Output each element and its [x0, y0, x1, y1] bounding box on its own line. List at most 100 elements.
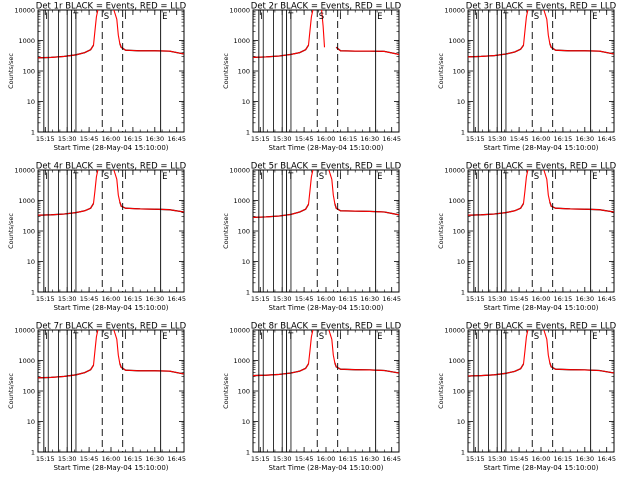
- event-marker-label: S: [534, 332, 539, 342]
- y-tick-label: 1: [246, 288, 250, 296]
- y-tick-label: 10: [27, 418, 35, 426]
- event-marker-label: E: [377, 12, 382, 22]
- plot-frame: [37, 329, 185, 453]
- plot-title: Det 9r BLACK = Events, RED = LLD: [466, 322, 617, 332]
- x-tick-label: 16:15: [339, 455, 358, 463]
- x-tick-label: 15:15: [36, 135, 55, 143]
- x-tick-label: 16:45: [167, 295, 186, 303]
- y-axis-label: Counts/sec: [437, 213, 445, 249]
- event-marker-label: I: [45, 332, 48, 342]
- lld-series-line: [468, 10, 529, 58]
- lld-series-line: [253, 330, 314, 377]
- x-tick-label: 16:45: [597, 135, 616, 143]
- event-marker-label: S: [319, 172, 324, 182]
- y-tick-label: 100: [23, 67, 35, 75]
- y-tick-label: 100: [453, 387, 465, 395]
- event-marker-label: S: [319, 332, 324, 342]
- y-tick-label: 100: [23, 387, 35, 395]
- event-marker-label: S: [534, 12, 539, 22]
- lld-series-line: [543, 170, 614, 213]
- y-tick-label: 10000: [444, 166, 465, 174]
- y-tick-label: 1000: [233, 197, 250, 205]
- event-marker-label: E: [592, 332, 597, 342]
- panel: Det 3r BLACK = Events, RED = LLD 1 10 100 10…: [437, 2, 617, 153]
- plot-frame: [37, 9, 185, 133]
- event-marker-label: E: [162, 172, 167, 182]
- y-tick-label: 1000: [233, 357, 250, 365]
- x-tick-label: 16:00: [102, 135, 121, 143]
- x-tick-label: 15:30: [273, 455, 292, 463]
- x-tick-label: 16:15: [339, 295, 358, 303]
- x-tick-label: 15:45: [510, 455, 529, 463]
- y-axis-label: Counts/sec: [437, 373, 445, 409]
- x-tick-label: 16:15: [554, 295, 573, 303]
- plot-frame: [467, 9, 615, 133]
- panel: Det 1r BLACK = Events, RED = LLD 1 10 100 10…: [7, 2, 187, 153]
- event-marker-label: E: [592, 12, 597, 22]
- event-marker-label: I: [554, 12, 557, 22]
- x-tick-label: 16:30: [575, 455, 594, 463]
- event-marker-label: I: [260, 172, 263, 182]
- lld-series-line: [328, 330, 399, 374]
- lld-series-line: [321, 10, 326, 48]
- y-tick-label: 1000: [18, 357, 35, 365]
- x-tick-label: 16:45: [597, 455, 616, 463]
- x-tick-label: 15:30: [58, 135, 77, 143]
- x-tick-label: 16:15: [124, 135, 143, 143]
- plot-frame: [252, 169, 400, 293]
- y-tick-label: 1: [31, 288, 35, 296]
- event-marker-label: S: [104, 12, 109, 22]
- lld-series-line: [468, 330, 529, 377]
- x-axis-label: Start Time (28-May-04 15:10:00): [53, 304, 168, 312]
- x-tick-label: 16:45: [382, 295, 401, 303]
- lld-series-line: [328, 170, 399, 216]
- event-marker-label: I: [339, 12, 342, 22]
- x-tick-label: 15:30: [58, 295, 77, 303]
- y-axis-label: Counts/sec: [7, 373, 15, 409]
- y-tick-label: 100: [238, 67, 250, 75]
- panel: Det 6r BLACK = Events, RED = LLD 1 10 100 10…: [437, 162, 617, 313]
- y-tick-label: 10000: [229, 6, 250, 14]
- x-tick-label: 15:15: [466, 295, 485, 303]
- event-marker-label: E: [162, 12, 167, 22]
- x-tick-label: 16:30: [360, 295, 379, 303]
- y-tick-label: 10: [242, 418, 250, 426]
- y-tick-label: 100: [453, 67, 465, 75]
- plot-title: Det 2r BLACK = Events, RED = LLD: [251, 2, 402, 12]
- plot-title: Det 1r BLACK = Events, RED = LLD: [36, 2, 187, 12]
- x-axis-label: Start Time (28-May-04 15:10:00): [268, 464, 383, 472]
- x-axis-label: Start Time (28-May-04 15:10:00): [53, 144, 168, 152]
- x-tick-label: 16:00: [532, 295, 551, 303]
- lld-series-line: [38, 170, 99, 216]
- plot-frame: [467, 329, 615, 453]
- x-tick-label: 15:15: [251, 135, 270, 143]
- x-tick-label: 16:45: [382, 455, 401, 463]
- x-tick-label: 15:45: [80, 455, 99, 463]
- y-tick-label: 10000: [444, 326, 465, 334]
- event-marker-label: I: [554, 332, 557, 342]
- y-tick-label: 10: [27, 98, 35, 106]
- y-tick-label: 10000: [229, 166, 250, 174]
- y-tick-label: 10000: [14, 6, 35, 14]
- lld-series-line: [38, 10, 99, 59]
- x-tick-label: 15:30: [488, 135, 507, 143]
- x-tick-label: 15:45: [510, 295, 529, 303]
- event-marker-label: I: [260, 332, 263, 342]
- plot-title: Det 3r BLACK = Events, RED = LLD: [466, 2, 617, 12]
- x-tick-label: 15:15: [466, 135, 485, 143]
- y-tick-label: 1000: [18, 37, 35, 45]
- y-axis-label: Counts/sec: [7, 213, 15, 249]
- event-marker-label: I: [339, 332, 342, 342]
- y-tick-label: 10: [242, 98, 250, 106]
- plot-title: Det 5r BLACK = Events, RED = LLD: [251, 162, 402, 172]
- event-marker-label: I: [124, 332, 127, 342]
- x-axis-label: Start Time (28-May-04 15:10:00): [268, 144, 383, 152]
- panel: Det 8r BLACK = Events, RED = LLD 1 10 100 10…: [222, 322, 402, 473]
- y-tick-label: 1000: [448, 197, 465, 205]
- plot-frame: [467, 169, 615, 293]
- x-tick-label: 16:30: [360, 455, 379, 463]
- x-tick-label: 16:30: [145, 135, 164, 143]
- x-tick-label: 16:45: [167, 135, 186, 143]
- x-tick-label: 15:30: [273, 135, 292, 143]
